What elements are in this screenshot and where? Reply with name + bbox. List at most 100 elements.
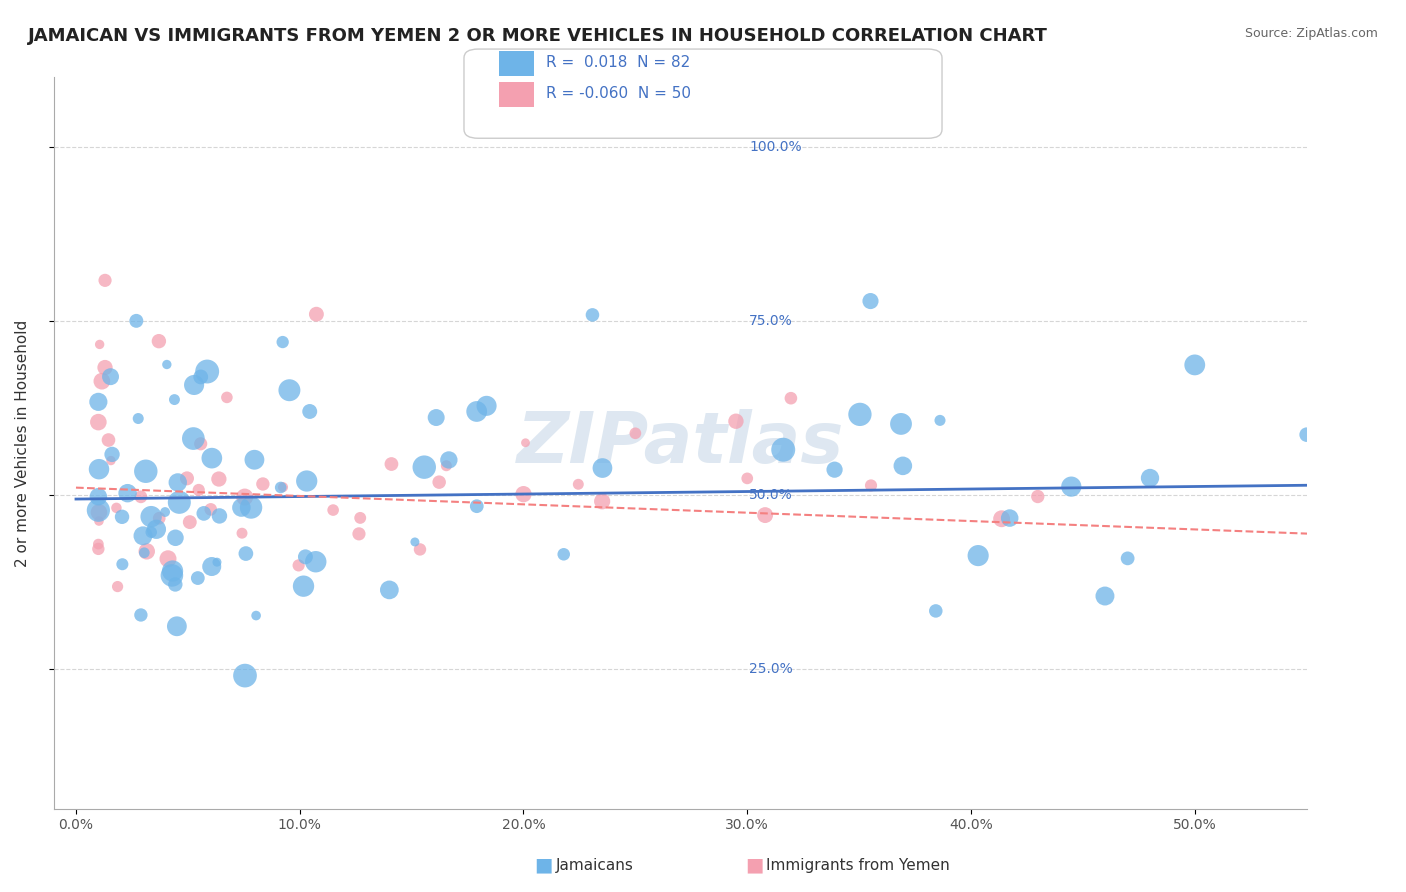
Text: ■: ■ <box>745 855 763 875</box>
Point <box>567 477 589 491</box>
Point <box>925 604 948 618</box>
Point <box>101 447 124 461</box>
Point <box>201 559 224 574</box>
Point <box>129 490 152 504</box>
Point <box>201 451 224 466</box>
Point <box>270 481 292 495</box>
Point <box>724 414 747 428</box>
Point <box>252 477 274 491</box>
Point <box>215 391 238 405</box>
Point <box>193 507 215 521</box>
Point <box>135 544 157 558</box>
Text: Immigrants from Yemen: Immigrants from Yemen <box>766 858 950 872</box>
Point <box>243 452 266 467</box>
Point <box>135 464 157 478</box>
Point <box>998 511 1021 525</box>
Text: 25.0%: 25.0% <box>749 663 793 676</box>
Point <box>859 294 882 309</box>
Point <box>111 558 134 572</box>
Point <box>132 529 155 543</box>
Point <box>235 547 257 561</box>
Point <box>156 358 179 372</box>
Point <box>967 549 990 563</box>
Point <box>1026 490 1049 504</box>
Point <box>141 525 163 540</box>
Point <box>176 471 198 485</box>
Point <box>294 549 316 564</box>
Point <box>190 437 212 451</box>
Point <box>475 399 498 413</box>
Point <box>425 410 447 425</box>
Point <box>427 475 450 490</box>
Point <box>125 314 148 328</box>
Point <box>515 435 537 450</box>
Point <box>1139 471 1161 485</box>
Point <box>465 499 488 513</box>
Text: R =  0.018  N = 82: R = 0.018 N = 82 <box>546 55 690 70</box>
Point <box>512 487 534 501</box>
Point <box>87 514 110 528</box>
Point <box>240 500 263 515</box>
Point <box>824 463 846 477</box>
Point <box>322 503 344 517</box>
Text: 100.0%: 100.0% <box>749 140 801 154</box>
Point <box>1060 480 1083 494</box>
Point <box>145 522 167 536</box>
Point <box>292 579 315 593</box>
Point <box>166 475 188 490</box>
Point <box>208 472 231 486</box>
Point <box>347 526 370 541</box>
Point <box>139 509 162 524</box>
Point <box>97 433 120 447</box>
Point <box>1184 358 1206 372</box>
Point <box>87 462 110 476</box>
Point <box>89 337 111 351</box>
Point <box>179 515 201 529</box>
Point <box>148 511 170 525</box>
Point <box>434 458 457 473</box>
Point <box>233 490 256 504</box>
Point <box>160 568 183 582</box>
Point <box>349 511 371 525</box>
Point <box>271 480 294 494</box>
Point <box>772 442 794 457</box>
Point <box>231 526 253 541</box>
Point <box>409 542 432 557</box>
Point <box>94 360 117 375</box>
Point <box>298 404 321 418</box>
Point <box>305 555 328 569</box>
Point <box>735 471 758 485</box>
Text: ■: ■ <box>534 855 553 875</box>
Point <box>413 460 436 475</box>
Point <box>859 478 882 492</box>
Point <box>87 395 110 409</box>
Point <box>1094 589 1116 603</box>
Point <box>378 582 401 597</box>
Point <box>591 494 613 508</box>
Text: R = -0.060  N = 50: R = -0.060 N = 50 <box>546 87 690 101</box>
Point <box>111 509 134 524</box>
Point <box>990 512 1012 526</box>
Point <box>591 461 613 475</box>
Point <box>165 577 187 591</box>
Point <box>278 383 301 397</box>
Y-axis label: 2 or more Vehicles in Household: 2 or more Vehicles in Household <box>15 319 30 566</box>
Point <box>849 408 872 422</box>
Text: JAMAICAN VS IMMIGRANTS FROM YEMEN 2 OR MORE VEHICLES IN HOUSEHOLD CORRELATION CH: JAMAICAN VS IMMIGRANTS FROM YEMEN 2 OR M… <box>28 27 1047 45</box>
Point <box>100 453 122 467</box>
Point <box>183 378 205 392</box>
Point <box>100 369 122 384</box>
Point <box>295 474 318 488</box>
Point <box>208 508 231 523</box>
Point <box>163 392 186 407</box>
Point <box>437 453 460 467</box>
Point <box>87 537 110 551</box>
Point <box>87 541 110 556</box>
Point <box>148 334 170 348</box>
Point <box>891 458 914 473</box>
Point <box>134 546 156 560</box>
Point <box>195 365 218 379</box>
Point <box>553 547 575 561</box>
Point <box>105 500 128 515</box>
Point <box>465 404 488 418</box>
